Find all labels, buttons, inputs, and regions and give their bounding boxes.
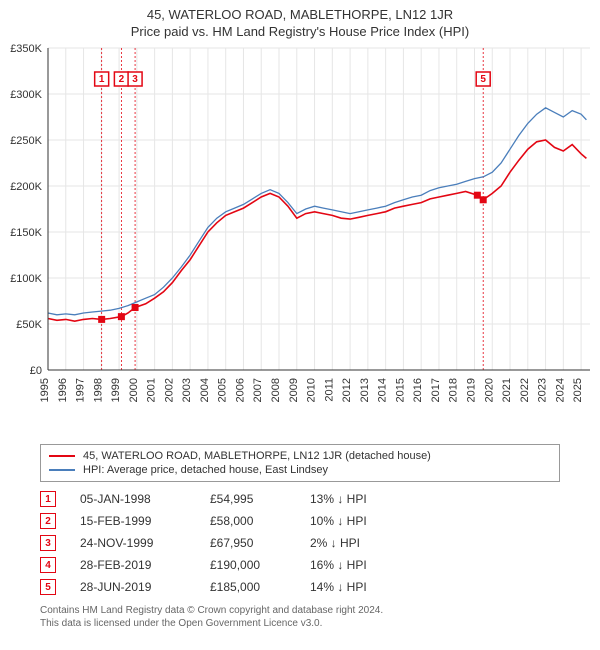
transaction-row: 3 24-NOV-1999£67,9502% ↓ HPI <box>40 532 560 554</box>
legend: 45, WATERLOO ROAD, MABLETHORPE, LN12 1JR… <box>40 444 560 482</box>
transaction-marker: 5 <box>40 579 56 595</box>
svg-text:2007: 2007 <box>252 378 264 402</box>
title-address: 45, WATERLOO ROAD, MABLETHORPE, LN12 1JR <box>0 6 600 23</box>
legend-label: 45, WATERLOO ROAD, MABLETHORPE, LN12 1JR… <box>83 450 431 462</box>
svg-text:2009: 2009 <box>288 378 300 402</box>
svg-text:2018: 2018 <box>448 378 460 402</box>
svg-text:2024: 2024 <box>554 378 566 402</box>
svg-text:2020: 2020 <box>483 378 495 402</box>
svg-text:1997: 1997 <box>75 378 87 402</box>
svg-text:1: 1 <box>99 74 105 85</box>
chart-svg: £0 £50K £100K £150K £200K £250K £300K £350K 1995… <box>0 40 600 440</box>
transaction-date: 15-FEB-1999 <box>80 514 210 528</box>
svg-text:1999: 1999 <box>110 378 122 402</box>
transaction-date: 28-FEB-2019 <box>80 558 210 572</box>
chart-area: £0 £50K £100K £150K £200K £250K £300K £350K 1995… <box>0 40 600 440</box>
svg-text:2021: 2021 <box>501 378 513 402</box>
svg-text:2001: 2001 <box>146 378 158 402</box>
svg-text:1996: 1996 <box>57 378 69 402</box>
svg-text:£350K: £350K <box>10 43 42 55</box>
transaction-delta: 16% ↓ HPI <box>310 558 430 572</box>
svg-text:£50K: £50K <box>16 319 42 331</box>
svg-text:2008: 2008 <box>270 378 282 402</box>
transaction-row: 4 28-FEB-2019£190,00016% ↓ HPI <box>40 554 560 576</box>
footer-line1: Contains HM Land Registry data © Crown c… <box>40 604 560 617</box>
transaction-row: 5 28-JUN-2019£185,00014% ↓ HPI <box>40 576 560 598</box>
transaction-date: 05-JAN-1998 <box>80 492 210 506</box>
svg-text:2022: 2022 <box>519 378 531 402</box>
svg-text:2025: 2025 <box>572 378 584 402</box>
svg-text:2011: 2011 <box>323 378 335 402</box>
transaction-price: £185,000 <box>210 580 310 594</box>
svg-text:2016: 2016 <box>412 378 424 402</box>
svg-text:2000: 2000 <box>128 378 140 402</box>
svg-text:2012: 2012 <box>341 378 353 402</box>
svg-text:1998: 1998 <box>92 378 104 402</box>
legend-label: HPI: Average price, detached house, East… <box>83 464 328 476</box>
transaction-date: 28-JUN-2019 <box>80 580 210 594</box>
svg-text:1995: 1995 <box>39 378 51 402</box>
transaction-delta: 2% ↓ HPI <box>310 536 430 550</box>
svg-text:2015: 2015 <box>394 378 406 402</box>
transaction-delta: 10% ↓ HPI <box>310 514 430 528</box>
svg-text:2023: 2023 <box>537 378 549 402</box>
transactions-table: 1 05-JAN-1998£54,99513% ↓ HPI 2 15-FEB-1999… <box>40 488 560 598</box>
svg-text:2003: 2003 <box>181 378 193 402</box>
report-container: 45, WATERLOO ROAD, MABLETHORPE, LN12 1JR… <box>0 0 600 630</box>
title-subtitle: Price paid vs. HM Land Registry's House … <box>0 23 600 40</box>
title-block: 45, WATERLOO ROAD, MABLETHORPE, LN12 1JR… <box>0 0 600 40</box>
transaction-delta: 13% ↓ HPI <box>310 492 430 506</box>
footer-attribution: Contains HM Land Registry data © Crown c… <box>40 604 560 630</box>
svg-text:£250K: £250K <box>10 135 42 147</box>
transaction-date: 24-NOV-1999 <box>80 536 210 550</box>
transaction-price: £54,995 <box>210 492 310 506</box>
transaction-delta: 14% ↓ HPI <box>310 580 430 594</box>
transaction-marker: 1 <box>40 491 56 507</box>
svg-text:£0: £0 <box>30 365 42 377</box>
legend-item: 45, WATERLOO ROAD, MABLETHORPE, LN12 1JR… <box>49 449 551 463</box>
transaction-price: £58,000 <box>210 514 310 528</box>
transaction-row: 1 05-JAN-1998£54,99513% ↓ HPI <box>40 488 560 510</box>
legend-swatch <box>49 469 75 471</box>
svg-text:2013: 2013 <box>359 378 371 402</box>
svg-text:2010: 2010 <box>306 378 318 402</box>
svg-text:2006: 2006 <box>234 378 246 402</box>
svg-text:£200K: £200K <box>10 181 42 193</box>
svg-text:2017: 2017 <box>430 378 442 402</box>
svg-text:5: 5 <box>480 74 486 85</box>
svg-text:2014: 2014 <box>377 378 389 402</box>
svg-text:2002: 2002 <box>163 378 175 402</box>
legend-swatch <box>49 455 75 457</box>
transaction-price: £190,000 <box>210 558 310 572</box>
transaction-marker: 2 <box>40 513 56 529</box>
transaction-price: £67,950 <box>210 536 310 550</box>
svg-text:£150K: £150K <box>10 227 42 239</box>
svg-text:3: 3 <box>132 74 138 85</box>
svg-text:£300K: £300K <box>10 89 42 101</box>
footer-line2: This data is licensed under the Open Gov… <box>40 617 560 630</box>
svg-text:2019: 2019 <box>465 378 477 402</box>
transaction-marker: 3 <box>40 535 56 551</box>
transaction-row: 2 15-FEB-1999£58,00010% ↓ HPI <box>40 510 560 532</box>
svg-text:2004: 2004 <box>199 378 211 402</box>
svg-text:£100K: £100K <box>10 273 42 285</box>
legend-item: HPI: Average price, detached house, East… <box>49 463 551 477</box>
svg-text:2: 2 <box>119 74 125 85</box>
svg-text:2005: 2005 <box>217 378 229 402</box>
transaction-marker: 4 <box>40 557 56 573</box>
